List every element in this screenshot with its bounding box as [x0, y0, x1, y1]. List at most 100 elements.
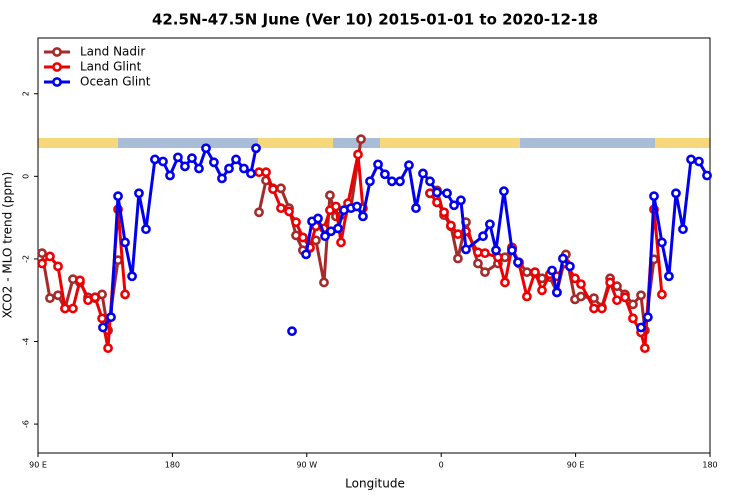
data-point [547, 265, 557, 276]
surface-band [38, 138, 710, 148]
land-band [380, 138, 520, 148]
data-point [491, 245, 501, 256]
data-point [473, 258, 483, 269]
data-point [411, 203, 421, 214]
data-point [333, 223, 343, 234]
data-point [628, 299, 638, 310]
data-point [287, 326, 297, 337]
data-point [37, 258, 47, 269]
data-point [456, 195, 466, 206]
data-point [301, 249, 311, 260]
data-point [180, 161, 190, 172]
data-point [522, 267, 532, 278]
data-point [478, 231, 488, 242]
data-point [320, 231, 330, 242]
data-point [530, 267, 540, 278]
data-point [353, 149, 363, 160]
data-point [165, 170, 175, 181]
data-point [53, 261, 63, 272]
data-point [453, 253, 463, 264]
legend-label: Ocean Glint [80, 75, 151, 89]
data-point [589, 293, 599, 304]
data-point [268, 184, 278, 195]
plot-frame [37, 37, 711, 454]
data-point [298, 232, 308, 243]
data-point [612, 281, 622, 292]
data-point [439, 207, 449, 218]
data-point [565, 261, 575, 272]
data-point [113, 191, 123, 202]
data-point [134, 188, 144, 199]
data-point [209, 157, 219, 168]
data-point [98, 322, 108, 333]
data-point [636, 322, 646, 333]
x-tick-label: 180 [702, 461, 717, 470]
data-point [558, 253, 568, 264]
land-band [655, 138, 710, 148]
data-point [576, 279, 586, 290]
legend-label: Land Nadir [80, 45, 145, 59]
data-point [141, 224, 151, 235]
data-point [500, 277, 510, 288]
data-point [217, 173, 227, 184]
data-point [224, 163, 234, 174]
x-axis-label: Longitude [345, 477, 405, 491]
data-point [418, 168, 428, 179]
data-point [387, 176, 397, 187]
data-point [194, 163, 204, 174]
data-point [628, 313, 638, 324]
data-point [702, 170, 712, 181]
data-point [639, 343, 650, 354]
data-point [97, 313, 107, 324]
data-point [664, 271, 674, 282]
x-tick-label: 90 E [567, 461, 585, 470]
data-point [484, 219, 495, 230]
data-point [537, 285, 547, 296]
data-point [446, 220, 456, 231]
data-point [106, 312, 116, 323]
data-point [513, 257, 523, 268]
data-point [239, 163, 249, 174]
data-point [461, 244, 471, 255]
data-point [649, 191, 659, 202]
data-point [596, 303, 607, 314]
data-point [657, 289, 667, 300]
y-tick-label: 2 [22, 91, 31, 96]
data-point [352, 201, 362, 212]
data-point [158, 156, 168, 167]
data-point [127, 271, 137, 282]
land-band [258, 138, 333, 148]
data-point [45, 251, 55, 262]
data-point [120, 289, 130, 300]
y-tick-label: -6 [22, 420, 31, 428]
data-point [395, 176, 405, 187]
data-point [576, 291, 586, 302]
data-point [313, 213, 323, 224]
data-point [694, 156, 704, 167]
data-point [60, 303, 70, 314]
data-point [261, 167, 271, 178]
data-point [150, 154, 160, 165]
data-point [284, 206, 294, 217]
y-tick-label: 0 [22, 174, 31, 179]
data-point [187, 153, 197, 164]
data-point [522, 291, 532, 302]
data-point [380, 169, 390, 180]
data-point [319, 277, 329, 288]
data-point [425, 176, 435, 187]
data-point [291, 217, 301, 228]
data-point [254, 207, 264, 218]
data-point [358, 211, 368, 222]
data-point [678, 224, 688, 235]
data-point [75, 275, 85, 286]
ocean-band [38, 138, 710, 148]
data-point [605, 277, 615, 288]
data-point [499, 186, 509, 197]
data-point [373, 159, 383, 170]
data-point [432, 197, 442, 208]
x-tick-label: 90 W [296, 461, 317, 470]
data-point [68, 303, 78, 314]
